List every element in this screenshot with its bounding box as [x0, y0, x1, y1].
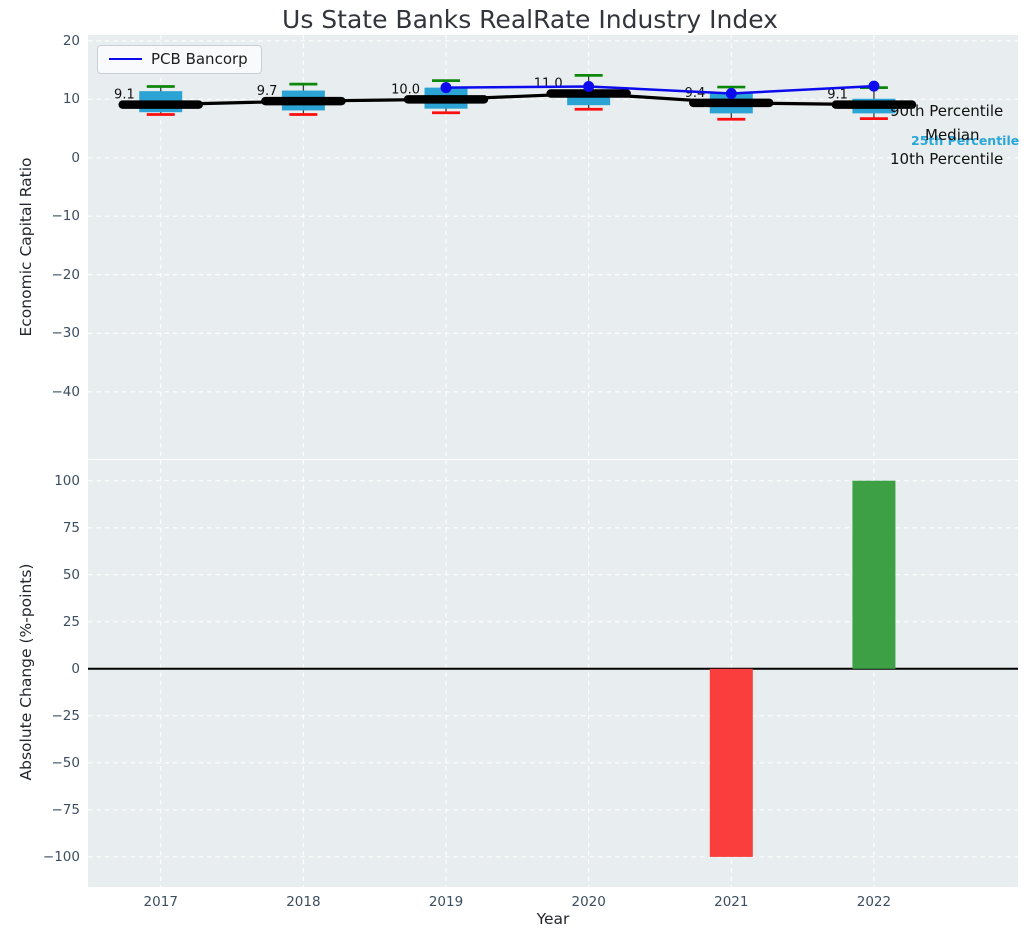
top-ytick-label: 10 [63, 90, 80, 108]
legend: PCB Bancorp [97, 45, 262, 74]
chart-title: Us State Banks RealRate Industry Index [282, 5, 778, 34]
label-10th-percentile: 10th Percentile [890, 149, 1003, 170]
year-tick-label: 2019 [429, 893, 463, 911]
top-y-axis-label: Economic Capital Ratio [17, 157, 35, 336]
pcb-line-swatch [109, 58, 142, 60]
label-median: Median [925, 125, 980, 146]
top-chart-canvas: 9.1 9.7 10.0 11.0 9.4 9.1 [88, 35, 1018, 459]
bottom-plot-area [88, 460, 1018, 887]
bottom-ytick-label: 50 [63, 566, 80, 584]
year-tick-label: 2021 [714, 893, 748, 911]
bar-negative [710, 669, 753, 857]
bottom-ytick-label: 75 [63, 519, 80, 537]
median-value-label: 9.7 [257, 84, 278, 99]
year-tick-label: 2017 [144, 893, 178, 911]
legend-label: PCB Bancorp [151, 50, 248, 68]
pcb-bancorp-point [726, 88, 737, 99]
x-axis-label: Year [537, 910, 570, 928]
median-value-label: 9.4 [685, 86, 706, 101]
bottom-ytick-label: 100 [54, 472, 80, 490]
bottom-y-axis-label: Absolute Change (%-points) [17, 564, 35, 781]
bottom-ytick-label: −25 [52, 707, 81, 725]
bottom-ytick-label: −50 [52, 754, 81, 772]
top-plot-area: 9.1 9.7 10.0 11.0 9.4 9.1 PCB Bancorp 90th Pe… [88, 35, 1018, 459]
bottom-ytick-label: −100 [43, 848, 80, 866]
top-ytick-label: −30 [52, 324, 81, 342]
bottom-ytick-label: 25 [63, 613, 80, 631]
bottom-ytick-label: 0 [71, 660, 80, 678]
year-tick-label: 2018 [286, 893, 320, 911]
year-tick-label: 2022 [857, 893, 891, 911]
top-ytick-label: 20 [63, 32, 80, 50]
pcb-bancorp-point [868, 81, 879, 92]
top-ytick-label: −10 [52, 207, 81, 225]
year-tick-label: 2020 [571, 893, 605, 911]
median-value-label: 9.1 [114, 88, 135, 103]
pcb-bancorp-point [441, 82, 452, 93]
median-value-label: 11.0 [534, 76, 563, 91]
top-ytick-label: −20 [52, 266, 81, 284]
top-ytick-label: −40 [52, 383, 81, 401]
bottom-chart-canvas [88, 460, 1018, 887]
label-90th-percentile: 90th Percentile [890, 101, 1003, 122]
median-value-label: 10.0 [391, 82, 420, 97]
pcb-bancorp-line [446, 86, 874, 93]
figure: Us State Banks RealRate Industry Index E… [0, 0, 1029, 942]
bar-positive [852, 481, 895, 669]
bottom-ytick-label: −75 [52, 801, 81, 819]
median-value-label: 9.1 [827, 88, 848, 103]
top-ytick-label: 0 [71, 149, 80, 167]
pcb-bancorp-point [583, 81, 594, 92]
